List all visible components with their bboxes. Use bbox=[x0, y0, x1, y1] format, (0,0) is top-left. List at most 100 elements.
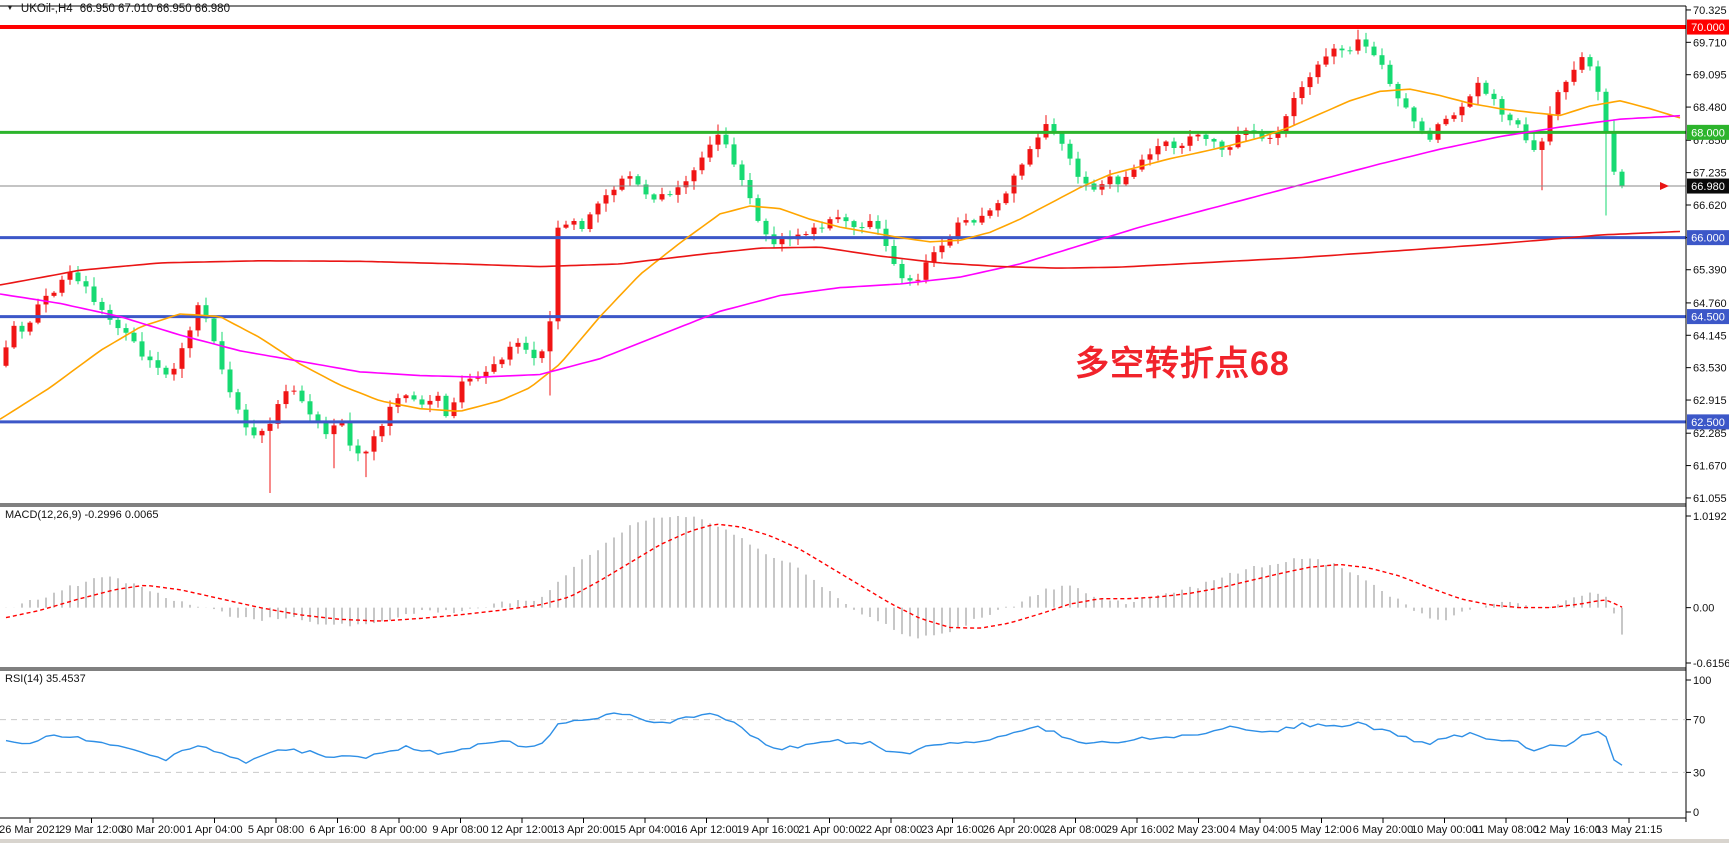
price-tick-label: 66.620 bbox=[1693, 200, 1727, 212]
candle-down bbox=[243, 404, 249, 436]
candle-down bbox=[227, 361, 233, 398]
candle-up bbox=[979, 207, 985, 225]
candle-down bbox=[1339, 45, 1345, 58]
price-tick-label: 70.325 bbox=[1693, 5, 1727, 17]
candle-down bbox=[163, 365, 169, 379]
macd-tick-label: 1.0192 bbox=[1693, 511, 1727, 523]
candle-down bbox=[819, 221, 825, 233]
candle-down bbox=[139, 332, 145, 361]
candle-down bbox=[723, 127, 729, 149]
candle-up bbox=[1355, 29, 1361, 55]
time-tick-label: 5 May 12:00 bbox=[1291, 824, 1352, 836]
candle-up bbox=[451, 397, 457, 419]
price-tick-label: 62.915 bbox=[1693, 395, 1727, 407]
price-tick-label: 69.095 bbox=[1693, 70, 1727, 82]
candle-up bbox=[571, 218, 577, 231]
candle-up bbox=[1003, 191, 1009, 205]
price-line-label: 66.000 bbox=[1691, 233, 1725, 245]
candle-up bbox=[1179, 142, 1185, 154]
price-line-label-box bbox=[1687, 309, 1729, 325]
price-line-label: 64.500 bbox=[1691, 312, 1725, 324]
candle-down bbox=[739, 160, 745, 187]
candle-up bbox=[379, 423, 385, 442]
candle-down bbox=[1395, 81, 1401, 107]
rsi-indicator-label: RSI(14) 35.4537 bbox=[5, 673, 86, 685]
candle-up bbox=[27, 321, 33, 336]
candle-down bbox=[971, 218, 977, 226]
candle-down bbox=[1611, 119, 1617, 175]
time-tick-label: 26 Apr 20:00 bbox=[983, 824, 1045, 836]
candle-up bbox=[595, 201, 601, 223]
candle-up bbox=[1451, 112, 1457, 122]
candle-down bbox=[1067, 139, 1073, 166]
candle-up bbox=[547, 311, 553, 396]
candle-down bbox=[1059, 131, 1065, 151]
candle-up bbox=[499, 357, 505, 368]
candle-up bbox=[1043, 115, 1049, 140]
candle-down bbox=[843, 213, 849, 229]
candle-up bbox=[51, 291, 57, 298]
candle-up bbox=[963, 213, 969, 226]
rsi-tick-label: 100 bbox=[1693, 675, 1711, 687]
candle-up bbox=[587, 212, 593, 233]
time-tick-label: 6 Apr 16:00 bbox=[309, 824, 365, 836]
price-line-label: 66.980 bbox=[1691, 181, 1725, 193]
candle-up bbox=[1579, 52, 1585, 74]
candle-up bbox=[675, 180, 681, 203]
moving-averages-layer bbox=[0, 88, 1681, 420]
candle-up bbox=[1315, 61, 1321, 84]
candle-down bbox=[1379, 48, 1385, 70]
candle-up bbox=[1099, 180, 1105, 196]
candle-down bbox=[1083, 171, 1089, 191]
time-tick-label: 28 Apr 08:00 bbox=[1044, 824, 1106, 836]
price-line-label: 62.500 bbox=[1691, 417, 1725, 429]
time-tick-label: 13 May 21:15 bbox=[1596, 824, 1663, 836]
price-tick-label: 67.235 bbox=[1693, 168, 1727, 180]
time-tick-label: 12 Apr 12:00 bbox=[491, 824, 553, 836]
macd-panel[interactable]: 1.0192 0.00 -0.6156 bbox=[5, 511, 1729, 670]
candle-up bbox=[619, 175, 625, 192]
rsi-panel[interactable]: 100 70 30 0 bbox=[0, 675, 1711, 819]
candle-up bbox=[1467, 94, 1473, 109]
time-tick-label: 12 May 16:00 bbox=[1534, 824, 1601, 836]
candle-up bbox=[835, 209, 841, 223]
macd-signal-line bbox=[5, 523, 1623, 629]
candle-down bbox=[651, 193, 657, 203]
candle-down bbox=[731, 137, 737, 168]
horizontal-lines-layer[interactable] bbox=[0, 25, 1686, 424]
price-axis: 70.32569.71069.09568.48067.85067.23566.6… bbox=[1686, 5, 1729, 505]
symbol-dropdown-icon[interactable]: ▼ bbox=[6, 3, 14, 12]
price-tick-label: 68.480 bbox=[1693, 102, 1727, 114]
candle-down bbox=[1171, 137, 1177, 155]
chart-header: ▼ UKOil-,H4 66.950 67.010 66.950 66.980 bbox=[6, 1, 230, 16]
candle-up bbox=[1139, 154, 1145, 172]
candle-down bbox=[755, 194, 761, 223]
time-tick-label: 23 Apr 16:00 bbox=[921, 824, 983, 836]
candle-up bbox=[1443, 115, 1449, 126]
candle-up bbox=[1019, 163, 1025, 180]
candle-down bbox=[1587, 54, 1593, 71]
candle-down bbox=[747, 172, 753, 205]
time-tick-label: 19 Apr 16:00 bbox=[737, 824, 799, 836]
annotation-text[interactable]: 多空转折点68 bbox=[1075, 345, 1290, 383]
candle-down bbox=[1211, 137, 1217, 149]
candle-up bbox=[171, 362, 177, 381]
rsi-tick-label: 30 bbox=[1693, 767, 1705, 779]
candle-up bbox=[803, 231, 809, 236]
candle-down bbox=[1523, 117, 1529, 144]
candle-up bbox=[1163, 140, 1169, 151]
panel-borders bbox=[0, 5, 1729, 843]
candle-down bbox=[1075, 151, 1081, 184]
time-tick-label: 30 Mar 20:00 bbox=[121, 824, 186, 836]
time-tick-label: 11 May 08:00 bbox=[1473, 824, 1539, 836]
candle-down bbox=[1595, 60, 1601, 101]
candle-down bbox=[411, 391, 417, 402]
candle-up bbox=[915, 273, 921, 286]
rsi-tick-label: 70 bbox=[1693, 715, 1705, 727]
candle-up bbox=[1275, 126, 1281, 146]
candle-up bbox=[179, 342, 185, 378]
price-line-label: 68.000 bbox=[1691, 127, 1725, 139]
candle-up bbox=[1123, 171, 1129, 186]
